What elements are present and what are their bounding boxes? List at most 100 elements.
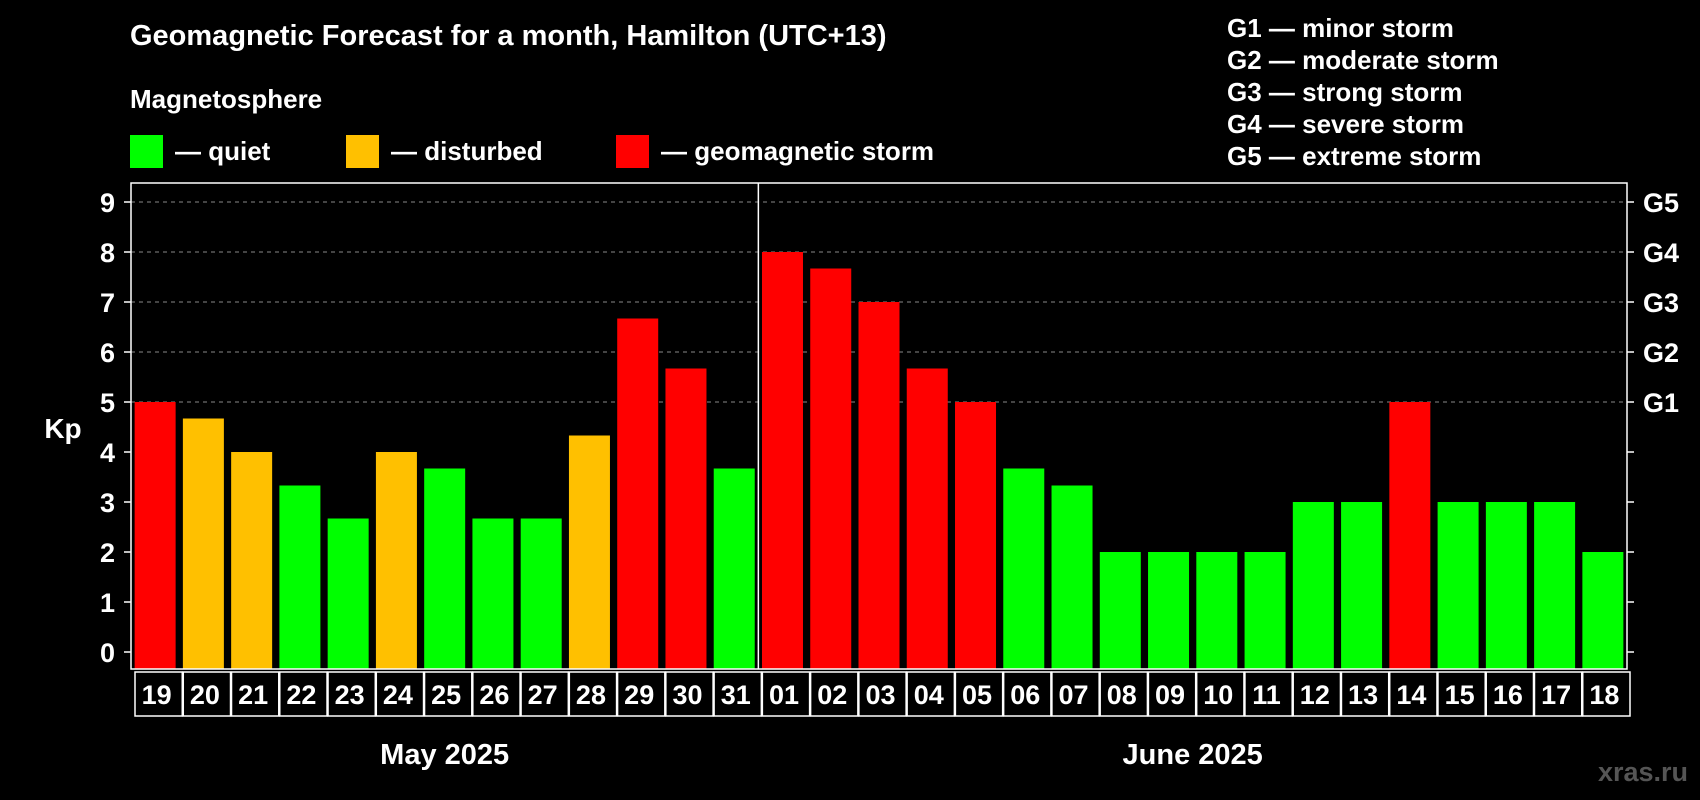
day-box-28 bbox=[1485, 671, 1535, 717]
bar-17 bbox=[1534, 502, 1576, 669]
day-label-20: 08 bbox=[1107, 680, 1137, 710]
bar-29 bbox=[617, 318, 659, 669]
legend-item-quiet: — quiet bbox=[130, 134, 270, 168]
day-box-6 bbox=[423, 671, 473, 717]
y-tick-label-9: 9 bbox=[100, 188, 115, 218]
right-axis-label-g2: G2 bbox=[1643, 338, 1679, 368]
day-label-21: 09 bbox=[1155, 680, 1185, 710]
bar-28 bbox=[568, 435, 610, 669]
day-box-7 bbox=[472, 671, 521, 717]
scale-g2: G2 — moderate storm bbox=[1227, 45, 1499, 75]
day-label-1: 20 bbox=[190, 680, 220, 710]
day-label-12: 31 bbox=[721, 680, 751, 710]
day-box-16 bbox=[906, 671, 956, 717]
day-label-30: 18 bbox=[1589, 680, 1619, 710]
chart-title: Geomagnetic Forecast for a month, Hamilt… bbox=[130, 20, 887, 52]
legend-label-quiet: — quiet bbox=[175, 135, 271, 166]
bar-05 bbox=[955, 402, 997, 669]
day-label-4: 23 bbox=[335, 680, 365, 710]
day-box-3 bbox=[279, 671, 328, 717]
day-box-26 bbox=[1388, 671, 1438, 717]
day-label-3: 22 bbox=[286, 680, 316, 710]
day-box-29 bbox=[1533, 671, 1583, 717]
bar-03 bbox=[858, 302, 900, 669]
bar-27 bbox=[520, 518, 562, 669]
bar-09 bbox=[1148, 552, 1190, 669]
bar-18 bbox=[1582, 552, 1624, 669]
day-label-13: 01 bbox=[769, 680, 799, 710]
day-label-11: 30 bbox=[672, 680, 702, 710]
month-label-0: May 2025 bbox=[380, 739, 509, 771]
day-box-5 bbox=[375, 671, 425, 717]
bar-20 bbox=[182, 418, 224, 669]
plot-frame bbox=[130, 182, 1628, 670]
storm-swatch bbox=[616, 134, 649, 168]
scale-g1: G1 — minor storm bbox=[1227, 13, 1454, 43]
day-box-18 bbox=[1002, 671, 1052, 717]
day-box-21 bbox=[1147, 671, 1197, 717]
day-box-22 bbox=[1195, 671, 1245, 717]
day-box-14 bbox=[809, 671, 859, 717]
watermark: xras.ru bbox=[1597, 757, 1688, 787]
day-label-27: 15 bbox=[1445, 680, 1475, 710]
day-label-29: 17 bbox=[1541, 680, 1571, 710]
scale-g4: G4 — severe storm bbox=[1227, 109, 1465, 139]
day-label-10: 29 bbox=[624, 680, 654, 710]
day-label-28: 16 bbox=[1493, 680, 1523, 710]
scale-g3: G3 — strong storm bbox=[1227, 77, 1463, 107]
day-label-2: 21 bbox=[238, 680, 268, 710]
day-label-14: 02 bbox=[817, 680, 847, 710]
day-label-0: 19 bbox=[142, 680, 172, 710]
bar-13 bbox=[1341, 502, 1383, 669]
day-label-17: 05 bbox=[962, 680, 992, 710]
bar-02 bbox=[810, 268, 852, 669]
day-label-25: 13 bbox=[1348, 680, 1378, 710]
storm-scale-legend: G1 — minor storm G2 — moderate storm G3 … bbox=[1227, 12, 1499, 172]
bar-25 bbox=[424, 468, 466, 669]
day-box-11 bbox=[665, 671, 714, 717]
bar-14 bbox=[1389, 402, 1431, 669]
right-axis-label-g1: G1 bbox=[1643, 388, 1679, 418]
y-axis-label: Kp bbox=[44, 413, 81, 444]
bar-10 bbox=[1196, 552, 1238, 669]
y-tick-label-2: 2 bbox=[100, 538, 115, 568]
day-box-0 bbox=[134, 671, 184, 717]
y-tick-label-0: 0 bbox=[100, 638, 115, 668]
day-box-8 bbox=[520, 671, 570, 717]
bar-12 bbox=[1292, 502, 1334, 669]
day-box-12 bbox=[713, 671, 763, 717]
day-label-9: 28 bbox=[576, 680, 606, 710]
day-label-23: 11 bbox=[1252, 680, 1281, 710]
disturbed-swatch bbox=[346, 134, 379, 168]
bar-23 bbox=[327, 518, 369, 669]
day-box-10 bbox=[616, 671, 666, 717]
day-box-20 bbox=[1099, 671, 1149, 717]
bar-26 bbox=[472, 518, 514, 669]
day-label-24: 12 bbox=[1300, 680, 1330, 710]
legend-item-storm: — geomagnetic storm bbox=[616, 134, 934, 168]
day-box-13 bbox=[761, 671, 811, 717]
day-label-16: 04 bbox=[914, 680, 944, 710]
y-tick-label-3: 3 bbox=[100, 488, 115, 518]
bar-08 bbox=[1099, 552, 1141, 669]
day-box-17 bbox=[954, 671, 1004, 717]
bar-11 bbox=[1244, 552, 1286, 669]
day-box-9 bbox=[568, 671, 618, 717]
bar-21 bbox=[231, 452, 273, 669]
bar-04 bbox=[906, 368, 948, 669]
day-box-25 bbox=[1340, 671, 1390, 717]
bar-01 bbox=[761, 252, 803, 669]
bar-06 bbox=[1003, 468, 1045, 669]
bar-16 bbox=[1485, 502, 1527, 669]
bar-31 bbox=[713, 468, 755, 669]
day-label-19: 07 bbox=[1059, 680, 1089, 710]
day-label-5: 24 bbox=[383, 680, 413, 710]
right-axis-label-g5: G5 bbox=[1643, 188, 1679, 218]
legend-item-disturbed: — disturbed bbox=[346, 134, 543, 168]
day-box-15 bbox=[858, 671, 907, 717]
quiet-swatch bbox=[130, 134, 163, 168]
day-box-27 bbox=[1437, 671, 1486, 717]
day-label-22: 10 bbox=[1203, 680, 1233, 710]
day-box-4 bbox=[327, 671, 377, 717]
